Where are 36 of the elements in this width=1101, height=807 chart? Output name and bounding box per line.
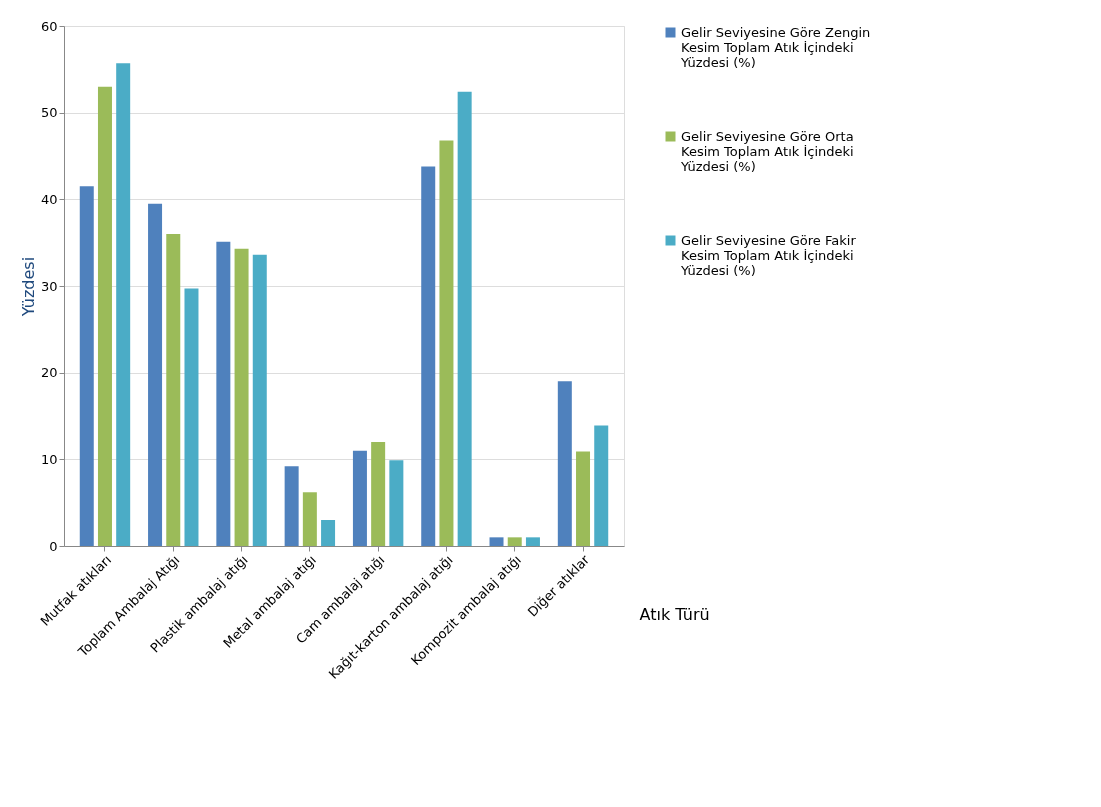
bar [439, 140, 454, 546]
bar [321, 520, 336, 546]
bar [284, 466, 299, 546]
bar [576, 451, 591, 546]
bar [594, 425, 609, 546]
y-tick-label: 50 [40, 105, 58, 121]
bar [507, 537, 522, 546]
legend-label: Gelir Seviyesine Göre Fakir Kesim Toplam Atık İçindeki Yüzdesi (%) [680, 232, 857, 278]
y-tick-label: 30 [40, 278, 58, 294]
bar [421, 166, 436, 546]
bar [489, 537, 504, 546]
bar [302, 492, 317, 546]
bar [234, 248, 249, 546]
bar [216, 241, 231, 546]
x-axis-title: Atık Türü [639, 604, 710, 624]
y-axis-title: Yüzdesi [18, 256, 38, 318]
bar [252, 254, 267, 546]
bar [557, 381, 572, 546]
legend-label: Gelir Seviyesine Göre Zengin Kesim Toplam Atık İçindeki Yüzdesi (%) [680, 24, 871, 70]
bar [525, 537, 540, 546]
bar [97, 86, 112, 546]
y-tick-label: 60 [40, 18, 58, 34]
bar [352, 450, 367, 546]
bar [457, 91, 472, 546]
bar [116, 63, 131, 546]
bar [389, 460, 404, 546]
bar [79, 186, 94, 546]
y-tick-label: 40 [40, 191, 58, 207]
bar [371, 442, 386, 546]
bar [184, 288, 199, 546]
legend-label: Gelir Seviyesine Göre Orta Kesim Toplam Atık İçindeki Yüzdesi (%) [680, 128, 854, 174]
y-tick-label: 20 [40, 365, 58, 381]
y-tick-label: 10 [40, 451, 58, 467]
bar [148, 203, 163, 546]
bar [166, 234, 181, 546]
y-tick-label: 0 [49, 538, 58, 554]
